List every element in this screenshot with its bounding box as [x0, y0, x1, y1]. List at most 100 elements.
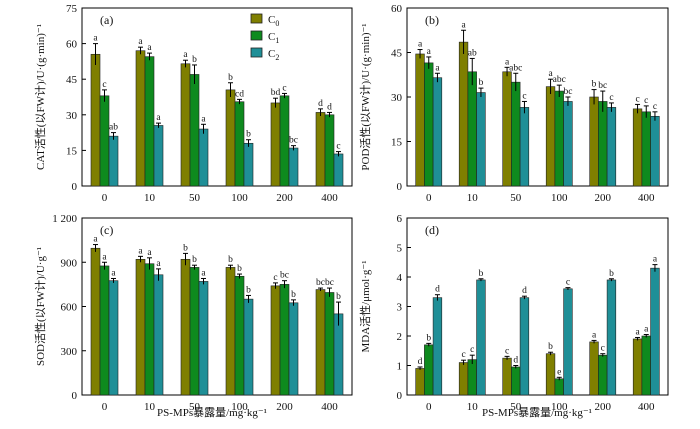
y-axis-label-cat: CAT活性(以FW计)/U·(g·min)⁻¹	[33, 24, 47, 170]
legend-label-c0: C0	[268, 14, 279, 28]
significance-letter-pod: bc	[598, 81, 607, 91]
bar-mda	[563, 288, 573, 396]
bar-sod	[99, 265, 110, 396]
significance-letter-mda: c	[566, 278, 570, 288]
bar-mda	[432, 297, 443, 396]
significance-letter-cat: d	[327, 102, 332, 112]
x-tick-label-sod: 0	[102, 401, 108, 413]
bar-sod	[243, 298, 254, 396]
significance-letter-sod: a	[156, 259, 161, 269]
bar-mda	[467, 359, 477, 396]
panel-label-pod: (b)	[425, 13, 439, 27]
bar-cat	[180, 63, 191, 187]
bar-cat	[198, 128, 209, 187]
x-tick-label-mda: 400	[638, 401, 655, 413]
bar-pod	[554, 90, 564, 187]
significance-letter-mda: d	[522, 286, 527, 296]
significance-letter-cat: d	[318, 99, 323, 109]
bar-sod	[135, 258, 146, 396]
panel-label-cat: (a)	[100, 13, 113, 27]
significance-letter-sod: b	[228, 255, 233, 265]
x-tick-label-pod: 100	[551, 192, 568, 204]
significance-letter-sod: b	[291, 290, 296, 300]
bar-cat	[108, 135, 119, 187]
bar-sod	[315, 289, 326, 396]
significance-letter-mda: c	[461, 350, 465, 360]
x-tick-label-mda: 200	[595, 401, 612, 413]
y-tick-label-cat: 0	[72, 181, 78, 193]
significance-letter-pod: b	[592, 80, 597, 90]
significance-letter-cat: ab	[109, 123, 118, 133]
bar-cat	[243, 142, 254, 187]
bar-pod	[545, 86, 556, 187]
x-tick-label-pod: 200	[595, 192, 612, 204]
bar-cat	[234, 101, 245, 187]
significance-letter-sod: a	[138, 246, 143, 256]
x-tick-label-mda: 50	[510, 401, 522, 413]
x-tick-label-cat: 100	[231, 192, 248, 204]
bar-pod	[632, 108, 643, 187]
significance-letter-cat: a	[138, 37, 143, 47]
significance-letter-sod: a	[111, 268, 116, 278]
y-tick-label-sod: 1 200	[52, 213, 77, 225]
significance-letter-mda: d	[513, 356, 518, 366]
significance-letter-cat: a	[156, 113, 161, 123]
plot-frame-cat	[81, 7, 353, 187]
significance-letter-cat: b	[192, 55, 197, 65]
significance-letter-cat: cd	[235, 89, 244, 99]
x-tick-label-sod: 400	[321, 401, 338, 413]
bar-mda	[519, 297, 530, 396]
bar-sod	[180, 258, 191, 396]
y-tick-label-cat: 15	[66, 145, 78, 157]
bar-pod	[424, 62, 434, 187]
bar-sod	[324, 292, 335, 396]
bar-cat	[90, 53, 101, 187]
bar-mda	[511, 366, 521, 396]
bar-mda	[632, 338, 643, 396]
bar-pod	[598, 101, 608, 187]
bar-mda	[598, 354, 608, 396]
significance-letter-mda: a	[592, 330, 597, 340]
significance-letter-sod: a	[147, 248, 152, 258]
y-tick-label-pod: 15	[391, 137, 403, 149]
bar-sod	[234, 275, 245, 396]
significance-letter-cat: bd	[271, 88, 281, 98]
bar-pod	[476, 92, 486, 187]
bar-sod	[90, 247, 101, 396]
significance-letter-mda: b	[426, 333, 431, 343]
y-tick-label-mda: 1	[397, 361, 403, 373]
y-tick-label-mda: 0	[397, 390, 403, 402]
bar-mda	[641, 335, 651, 396]
x-tick-label-cat: 200	[276, 192, 293, 204]
significance-letter-mda: b	[548, 342, 553, 352]
bar-sod	[333, 313, 344, 396]
significance-letter-mda: d	[435, 285, 440, 295]
bar-sod	[279, 284, 290, 396]
legend-label-c2: C2	[268, 48, 279, 62]
bar-pod	[511, 81, 521, 187]
panel-cat: 0 15 30 45 60 75 CAT活性(以FW计)/U·(g·min)⁻¹ (a) 0 a c…	[33, 3, 353, 204]
x-tick-label-sod: 10	[144, 401, 156, 413]
plot-frame-mda	[406, 217, 669, 396]
significance-letter-cat: a	[93, 34, 98, 44]
x-axis-label-right: PS-MPs暴露量/mg·kg⁻¹	[482, 406, 592, 419]
significance-letter-pod: a	[505, 57, 510, 67]
significance-letter-sod: b	[192, 255, 197, 265]
bar-cat	[189, 74, 200, 187]
significance-letter-sod: c	[273, 273, 277, 283]
significance-letter-pod: ab	[468, 48, 477, 58]
bar-mda	[476, 279, 486, 396]
y-axis-label-mda: MDA活性/μmol·g⁻¹	[358, 260, 372, 352]
significance-letter-pod: c	[653, 102, 657, 112]
significance-letter-sod: a	[201, 268, 206, 278]
x-tick-label-sod: 100	[231, 401, 248, 413]
x-tick-label-mda: 100	[551, 401, 568, 413]
significance-letter-mda: c	[470, 345, 474, 355]
bar-pod	[563, 101, 573, 187]
y-axis-label-sod: SOD活性(以FW计)/U·g⁻¹	[33, 247, 47, 366]
y-tick-label-mda: 6	[397, 213, 403, 225]
panel-label-sod: (c)	[100, 223, 113, 237]
significance-letter-cat: a	[183, 50, 188, 60]
x-axis-label-left: PS-MPs暴露量/mg·kg⁻¹	[157, 406, 267, 419]
